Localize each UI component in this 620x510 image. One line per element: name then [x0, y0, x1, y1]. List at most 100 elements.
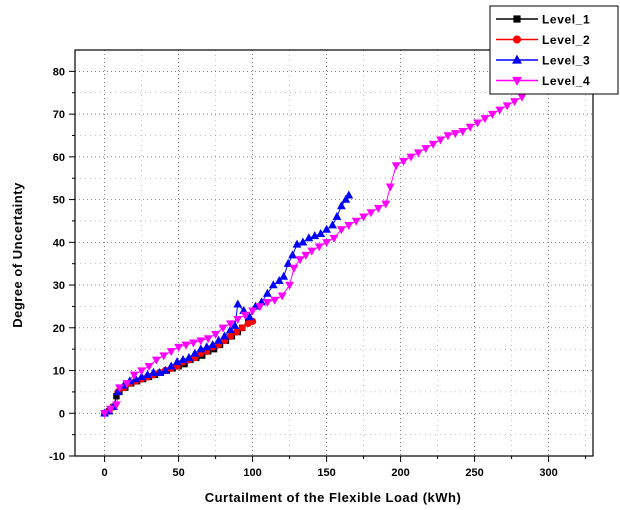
data-point-level-3 [137, 372, 146, 381]
data-point-level-3 [196, 344, 206, 353]
x-axis: 0 50 100 150 200 250 300 [102, 456, 587, 479]
data-point-level-4 [263, 298, 272, 307]
data-point-level-3 [113, 387, 123, 396]
data-point-level-3 [208, 340, 218, 349]
series-line-level-4 [104, 96, 523, 414]
data-point-level-3 [288, 250, 297, 259]
y-tick-label: 40 [53, 237, 65, 249]
data-point-level-3 [154, 367, 164, 376]
data-point-level-4 [502, 102, 512, 111]
x-tick-label: 150 [317, 467, 335, 479]
data-point-level-3 [233, 299, 243, 308]
data-point-level-4 [295, 256, 305, 265]
series-markers [100, 93, 527, 419]
data-point-level-3 [279, 271, 289, 280]
data-point-level-4 [374, 204, 383, 213]
data-point-level-4 [226, 320, 235, 329]
series-lines [104, 96, 523, 414]
data-point-level-4 [366, 209, 376, 218]
data-point-level-4 [322, 239, 331, 248]
data-point-level-2 [226, 332, 234, 340]
data-point-level-4 [277, 292, 287, 301]
data-point-level-3 [178, 355, 188, 364]
legend-marker-level-2 [512, 35, 522, 44]
series-markers-level-4 [100, 93, 527, 419]
data-point-level-4 [144, 363, 154, 372]
data-point-level-4 [495, 106, 505, 115]
data-point-level-3 [344, 190, 354, 199]
data-point-level-4 [337, 226, 346, 235]
data-point-level-4 [391, 162, 401, 171]
data-point-level-3 [172, 357, 182, 366]
y-tick-label: 0 [59, 408, 65, 420]
data-point-level-3 [298, 237, 308, 246]
data-point-level-4 [436, 136, 445, 145]
data-point-level-4 [487, 110, 497, 119]
data-point-level-3 [190, 348, 200, 357]
data-point-level-4 [421, 145, 431, 154]
data-point-level-4 [174, 343, 183, 352]
data-point-level-3 [337, 201, 346, 210]
data-point-level-3 [310, 231, 320, 240]
data-point-level-3 [341, 194, 351, 203]
data-point-level-4 [159, 352, 169, 361]
y-tick-label: 60 [53, 152, 65, 164]
data-point-level-4 [406, 153, 416, 162]
data-point-level-4 [240, 311, 250, 320]
data-point-level-4 [413, 149, 423, 158]
legend-marker-level-1 [513, 15, 521, 23]
data-point-level-3 [274, 275, 284, 284]
data-point-level-3 [328, 220, 337, 229]
x-tick-label: 200 [391, 467, 409, 479]
x-tick-label: 0 [102, 467, 108, 479]
legend-label-level-4: Level_4 [542, 74, 590, 88]
grid [75, 50, 593, 457]
data-point-level-4 [285, 281, 294, 290]
data-point-level-4 [465, 123, 475, 132]
legend-label-level-1: Level_1 [542, 13, 590, 27]
data-point-level-2 [238, 324, 246, 332]
y-axis: -10 0 10 20 30 40 50 60 70 80 [49, 66, 75, 463]
data-point-level-2 [232, 328, 240, 336]
data-point-level-4 [314, 243, 324, 252]
data-point-level-4 [189, 339, 198, 348]
data-point-level-3 [268, 280, 278, 289]
data-point-level-3 [166, 361, 176, 370]
data-point-level-3 [316, 228, 326, 237]
y-tick-label: 80 [53, 66, 65, 78]
data-point-level-4 [129, 371, 139, 380]
data-point-level-4 [473, 119, 482, 128]
data-point-level-3 [230, 320, 240, 329]
data-point-level-4 [480, 115, 490, 124]
data-point-level-3 [322, 224, 331, 233]
data-point-level-3 [292, 239, 302, 248]
legend: Level_1 Level_2 Level_3 Level_4 [489, 5, 619, 95]
data-point-level-4 [255, 303, 265, 312]
data-point-level-4 [166, 348, 176, 357]
data-point-level-3 [332, 211, 342, 220]
legend-label-level-3: Level_3 [542, 54, 590, 68]
data-point-level-4 [443, 132, 453, 141]
x-tick-label: 250 [465, 467, 483, 479]
data-point-level-1 [113, 392, 120, 400]
data-point-level-4 [100, 410, 109, 419]
data-point-level-3 [226, 325, 235, 334]
x-axis-title: Curtailment of the Flexible Load (kWh) [205, 490, 462, 505]
y-tick-label: -10 [49, 451, 65, 463]
data-point-level-4 [112, 401, 121, 410]
data-point-level-4 [181, 341, 191, 350]
data-point-level-4 [359, 213, 368, 222]
data-point-level-4 [106, 405, 115, 414]
data-point-level-3 [245, 312, 255, 321]
data-point-level-4 [428, 140, 438, 149]
x-tick-label: 300 [539, 467, 557, 479]
x-tick-label: 100 [243, 467, 261, 479]
data-point-level-3 [143, 370, 152, 378]
data-point-level-4 [211, 331, 220, 339]
x-tick-label: 50 [172, 467, 184, 479]
data-point-level-3 [160, 365, 170, 374]
data-point-level-4 [289, 264, 299, 273]
series-markers-level-3 [100, 190, 354, 417]
data-point-level-4 [218, 324, 228, 333]
